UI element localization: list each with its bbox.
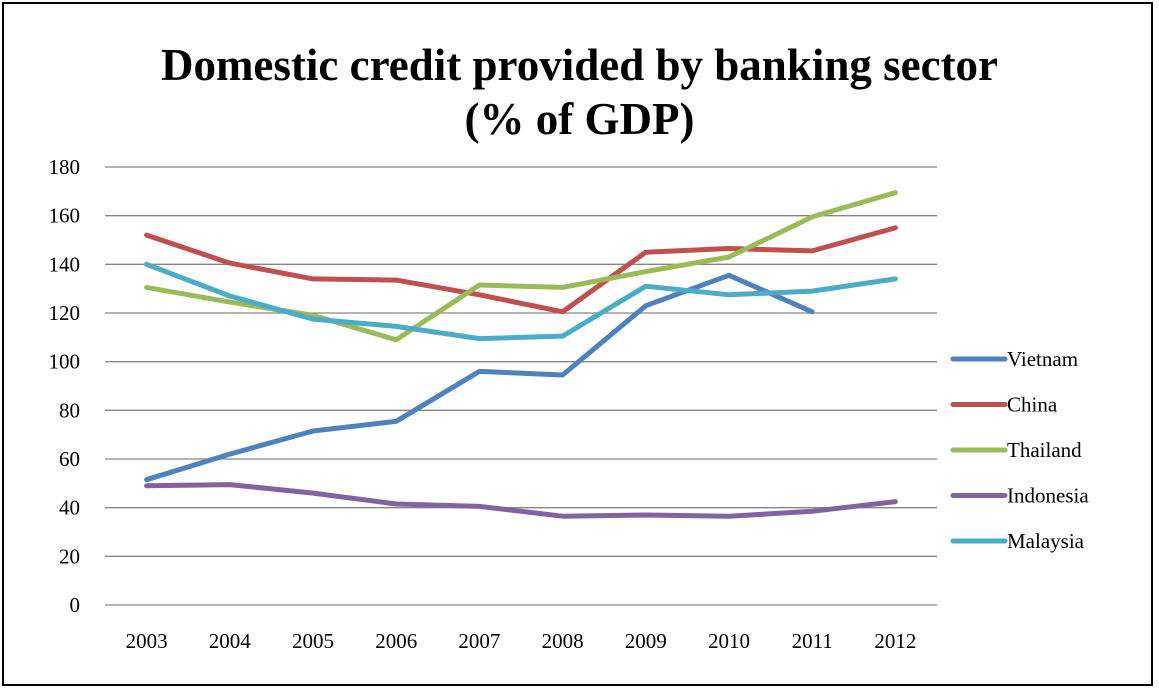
- x-axis-tick-labels: 2003 2004 2005 2006 2007 2008 2009 2010 2011 2012: [126, 629, 917, 653]
- legend-label-vietnam: Vietnam: [1007, 347, 1078, 371]
- x-tick-label: 2010: [708, 629, 750, 653]
- x-tick-label: 2009: [625, 629, 667, 653]
- gridlines: [105, 166, 937, 606]
- y-tick-label: 180: [49, 155, 81, 179]
- x-tick-label: 2007: [458, 629, 500, 653]
- y-tick-label: 40: [59, 496, 80, 520]
- x-tick-label: 2003: [126, 629, 168, 653]
- x-tick-label: 2008: [542, 629, 584, 653]
- y-tick-label: 140: [49, 252, 81, 276]
- legend-label-malaysia: Malaysia: [1007, 529, 1085, 553]
- legend-label-thailand: Thailand: [1007, 438, 1082, 462]
- chart-title-line-2: (% of GDP): [464, 94, 695, 144]
- legend: Vietnam China Thailand Indonesia Malaysia: [950, 347, 1089, 553]
- series-line-vietnam: [144, 272, 815, 483]
- legend-label-china: China: [1007, 393, 1058, 417]
- y-tick-label: 160: [49, 204, 81, 228]
- y-tick-label: 60: [59, 447, 80, 471]
- x-tick-label: 2011: [792, 629, 833, 653]
- y-tick-label: 0: [70, 593, 81, 617]
- x-tick-label: 2012: [874, 629, 916, 653]
- series-line-indonesia: [144, 482, 898, 519]
- series-lines: [144, 190, 898, 519]
- x-tick-label: 2004: [209, 629, 252, 653]
- y-axis-tick-labels: 0 20 40 60 80 100 120 140 160 180: [49, 155, 81, 617]
- y-tick-label: 80: [59, 398, 80, 422]
- y-tick-label: 120: [49, 301, 81, 325]
- x-tick-label: 2005: [292, 629, 334, 653]
- chart-title-line-1: Domestic credit provided by banking sect…: [160, 40, 999, 90]
- legend-label-indonesia: Indonesia: [1007, 484, 1089, 508]
- series-line-china: [144, 225, 898, 315]
- chart-title: Domestic credit provided by banking sect…: [0, 38, 1159, 146]
- y-tick-label: 20: [59, 544, 80, 568]
- x-tick-label: 2006: [375, 629, 417, 653]
- series-line-malaysia: [144, 261, 898, 342]
- y-tick-label: 100: [49, 350, 81, 374]
